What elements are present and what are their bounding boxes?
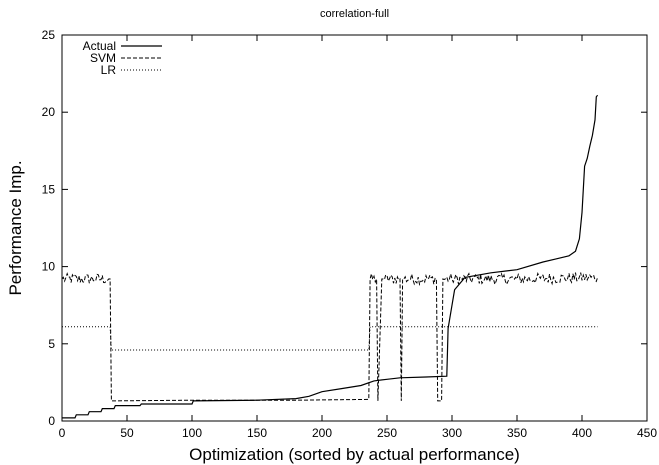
x-tick-label: 0	[59, 426, 66, 440]
x-tick-label: 100	[182, 426, 202, 440]
series-line-actual	[62, 94, 599, 419]
x-tick-label: 400	[572, 426, 592, 440]
y-tick-label: 10	[42, 260, 56, 274]
x-axis-title: Optimization (sorted by actual performan…	[189, 445, 520, 464]
x-tick-label: 50	[120, 426, 134, 440]
series-line-lr	[62, 326, 598, 351]
x-tick-label: 450	[637, 426, 657, 440]
y-tick-label: 25	[42, 28, 56, 42]
y-tick-label: 15	[42, 182, 56, 196]
y-tick-label: 20	[42, 105, 56, 119]
series-line-svm	[61, 272, 599, 402]
legend-label: LR	[101, 63, 117, 77]
chart-title: correlation-full	[320, 8, 389, 20]
y-tick-label: 5	[48, 337, 55, 351]
y-tick-label: 0	[48, 414, 55, 428]
x-tick-label: 300	[442, 426, 462, 440]
y-axis-title: Performance Imp.	[6, 160, 25, 295]
x-tick-label: 200	[312, 426, 332, 440]
x-tick-label: 350	[507, 426, 527, 440]
plot-area-frame	[61, 34, 648, 422]
legend-label: SVM	[90, 51, 116, 65]
x-tick-label: 150	[247, 426, 267, 440]
x-tick-label: 250	[377, 426, 397, 440]
legend-label: Actual	[83, 39, 116, 53]
